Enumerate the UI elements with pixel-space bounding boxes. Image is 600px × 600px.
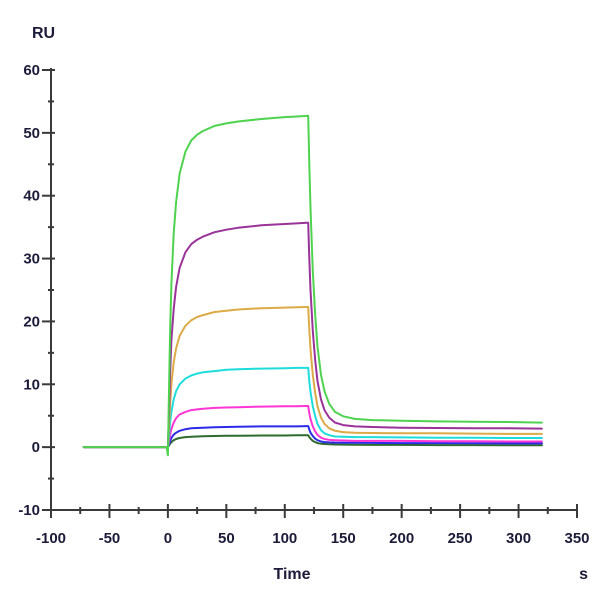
x-tick-label--50: -50 bbox=[99, 530, 121, 547]
curve-blue bbox=[82, 425, 543, 449]
x-tick-label-350: 350 bbox=[564, 530, 589, 547]
curve-magenta bbox=[82, 405, 543, 449]
y-tick-label-10: 10 bbox=[23, 376, 40, 393]
y-tick-label-20: 20 bbox=[23, 313, 40, 330]
y-tick-label--10: -10 bbox=[18, 502, 40, 519]
x-tick-label-150: 150 bbox=[331, 530, 356, 547]
x-tick-label-300: 300 bbox=[506, 530, 531, 547]
x-tick-label-200: 200 bbox=[389, 530, 414, 547]
y-axis-unit-label: RU bbox=[32, 25, 55, 42]
curve-gold bbox=[82, 306, 543, 449]
curve-purple bbox=[82, 221, 543, 449]
x-tick-label-250: 250 bbox=[448, 530, 473, 547]
curve-cyan bbox=[82, 366, 543, 449]
curve-green bbox=[82, 114, 543, 457]
series-layer bbox=[82, 114, 543, 457]
x-tick-label--100: -100 bbox=[36, 530, 66, 547]
y-tick-label-40: 40 bbox=[23, 188, 40, 205]
x-tick-label-0: 0 bbox=[164, 530, 172, 547]
x-axis-title: Time bbox=[273, 566, 310, 583]
x-tick-label-100: 100 bbox=[272, 530, 297, 547]
x-tick-label-50: 50 bbox=[218, 530, 235, 547]
y-tick-label-50: 50 bbox=[23, 125, 40, 142]
y-tick-label-60: 60 bbox=[23, 62, 40, 79]
x-axis-unit-label: s bbox=[579, 566, 588, 583]
y-tick-label-30: 30 bbox=[23, 251, 40, 268]
curve-dark-green bbox=[82, 434, 543, 449]
y-tick-label-0: 0 bbox=[32, 439, 40, 456]
